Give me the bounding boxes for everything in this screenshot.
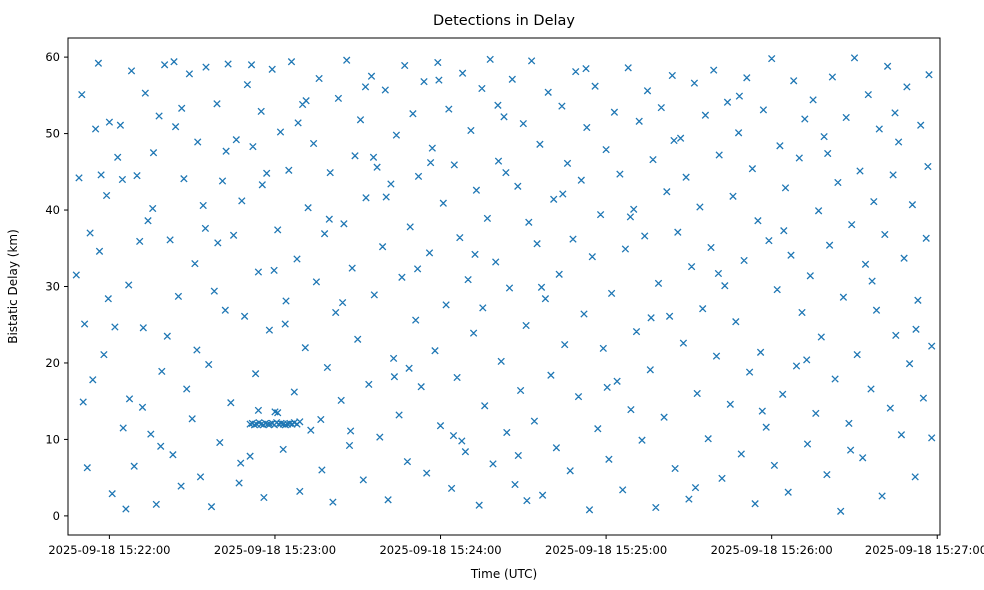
y-tick-label: 0 (53, 509, 60, 523)
x-tick-label: 2025-09-18 15:26:00 (711, 543, 833, 557)
scatter-series (72, 54, 936, 515)
x-tick-label: 2025-09-18 15:25:00 (545, 543, 667, 557)
x-tick-label: 2025-09-18 15:23:00 (214, 543, 336, 557)
x-tick-label: 2025-09-18 15:27:00 (865, 543, 984, 557)
y-tick-label: 50 (45, 127, 60, 141)
x-axis-label: Time (UTC) (470, 567, 537, 581)
y-tick-label: 30 (45, 280, 60, 294)
axis-ticks: 2025-09-18 15:22:00 2025-09-18 15:23:00 20… (45, 50, 984, 557)
x-tick-label: 2025-09-18 15:24:00 (379, 543, 501, 557)
y-tick-label: 60 (45, 50, 60, 64)
y-tick-label: 40 (45, 203, 60, 217)
y-tick-label: 10 (45, 432, 60, 446)
plot-area-border (67, 37, 941, 536)
x-tick-label: 2025-09-18 15:22:00 (48, 543, 170, 557)
y-tick-label: 20 (45, 356, 60, 370)
scatter-points (72, 54, 936, 515)
y-axis-label: Bistatic Delay (km) (6, 229, 20, 344)
chart-title: Detections in Delay (433, 13, 575, 29)
